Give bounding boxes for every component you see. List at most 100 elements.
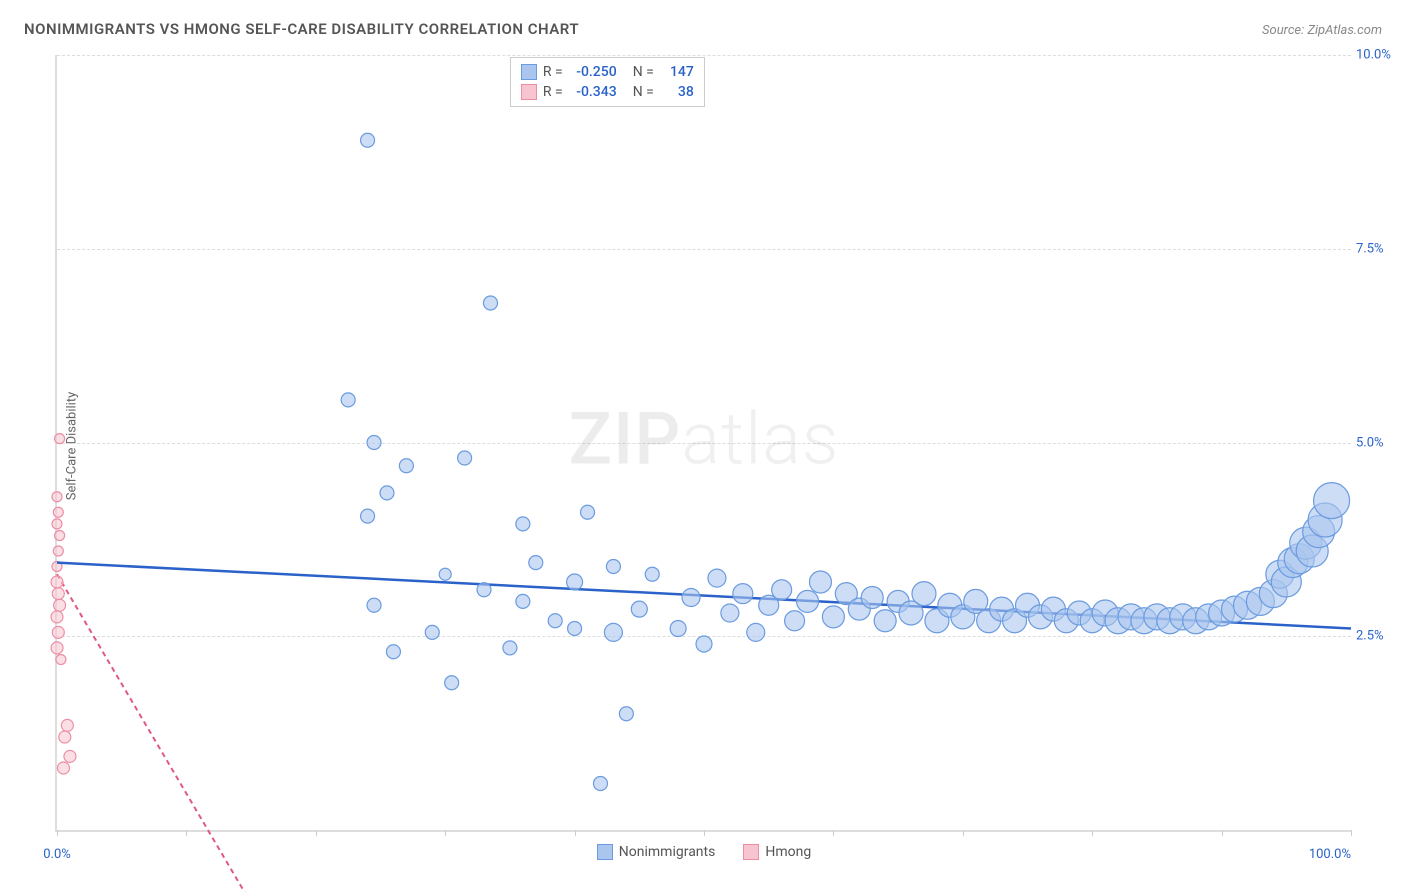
- x-tick: [1351, 830, 1352, 836]
- scatter-plot-svg: [57, 55, 1351, 830]
- x-tick: [833, 830, 834, 836]
- nonimmigrants-point: [445, 676, 459, 690]
- nonimmigrants-point: [458, 451, 472, 465]
- nonimmigrants-point: [341, 393, 355, 407]
- y-tick-label: 10.0%: [1356, 48, 1401, 63]
- nonimmigrants-point: [399, 459, 413, 473]
- nonimmigrants-point: [861, 587, 883, 609]
- nonimmigrants-point: [645, 567, 659, 581]
- hmong-point: [51, 611, 63, 623]
- nonimmigrants-point: [548, 614, 562, 628]
- legend-label: Hmong: [765, 844, 811, 860]
- nonimmigrants-point: [874, 610, 896, 632]
- x-tick: [316, 830, 317, 836]
- chart-title: NONIMMIGRANTS VS HMONG SELF-CARE DISABIL…: [24, 20, 579, 38]
- nonimmigrants-point: [809, 571, 831, 593]
- nonimmigrants-point: [696, 636, 712, 652]
- nonimmigrants-point: [483, 296, 497, 310]
- stats-row: R = -0.250 N = 147: [521, 62, 694, 82]
- hmong-point: [51, 642, 63, 654]
- source-credit: Source: ZipAtlas.com: [1262, 23, 1382, 38]
- y-tick-label: 7.5%: [1356, 241, 1401, 256]
- stats-r-value: -0.343: [569, 82, 617, 102]
- nonimmigrants-point: [619, 707, 633, 721]
- hmong-point: [52, 492, 62, 502]
- nonimmigrants-point: [670, 621, 686, 637]
- nonimmigrants-point: [721, 604, 739, 622]
- nonimmigrants-point: [606, 560, 620, 574]
- series-legend: Nonimmigrants Hmong: [57, 844, 1351, 860]
- hmong-point: [55, 531, 65, 541]
- stats-swatch: [521, 84, 537, 100]
- nonimmigrants-point: [386, 645, 400, 659]
- stats-r-value: -0.250: [569, 62, 617, 82]
- nonimmigrants-point: [822, 606, 844, 628]
- x-tick: [445, 830, 446, 836]
- hmong-point: [54, 599, 66, 611]
- nonimmigrants-point: [682, 589, 700, 607]
- hmong-point: [53, 507, 63, 517]
- correlation-stats-box: R = -0.250 N = 147 R = -0.343 N = 38: [510, 57, 705, 107]
- y-tick-label: 2.5%: [1356, 629, 1401, 644]
- nonimmigrants-point: [361, 133, 375, 147]
- nonimmigrants-point: [631, 601, 647, 617]
- nonimmigrants-point: [516, 594, 530, 608]
- stats-row: R = -0.343 N = 38: [521, 82, 694, 102]
- nonimmigrants-point: [425, 625, 439, 639]
- hmong-point: [55, 434, 65, 444]
- legend-item: Hmong: [743, 844, 811, 860]
- hmong-point: [56, 655, 66, 665]
- nonimmigrants-point: [503, 641, 517, 655]
- stats-r-label: R =: [543, 62, 563, 82]
- nonimmigrants-point: [593, 777, 607, 791]
- nonimmigrants-point: [1314, 483, 1350, 519]
- nonimmigrants-point: [785, 611, 805, 631]
- nonimmigrants-point: [604, 623, 622, 641]
- x-tick: [963, 830, 964, 836]
- chart-plot-area: 2.5%5.0%7.5%10.0% ZIPatlas R =-0.250N =1…: [55, 55, 1351, 832]
- x-tick: [1092, 830, 1093, 836]
- nonimmigrants-point: [367, 436, 381, 450]
- stats-n-label: N =: [633, 82, 654, 102]
- nonimmigrants-point: [361, 509, 375, 523]
- hmong-point: [64, 750, 76, 762]
- legend-item: Nonimmigrants: [597, 844, 716, 860]
- stats-n-label: N =: [633, 62, 654, 82]
- hmong-point: [52, 588, 64, 600]
- x-tick: [575, 830, 576, 836]
- x-tick: [57, 830, 58, 836]
- legend-label: Nonimmigrants: [619, 844, 716, 860]
- nonimmigrants-point: [772, 580, 792, 600]
- nonimmigrants-point: [380, 486, 394, 500]
- y-tick-label: 5.0%: [1356, 435, 1401, 450]
- nonimmigrants-point: [367, 598, 381, 612]
- hmong-point: [57, 762, 69, 774]
- nonimmigrants-point: [568, 622, 582, 636]
- stats-n-value: 38: [660, 82, 694, 102]
- legend-swatch: [597, 844, 613, 860]
- nonimmigrants-point: [747, 623, 765, 641]
- nonimmigrants-point: [581, 505, 595, 519]
- nonimmigrants-point: [733, 584, 753, 604]
- stats-swatch: [521, 64, 537, 80]
- nonimmigrants-point: [477, 583, 491, 597]
- hmong-point: [61, 719, 73, 731]
- nonimmigrants-point: [708, 569, 726, 587]
- hmong-point: [52, 519, 62, 529]
- nonimmigrants-point: [516, 517, 530, 531]
- nonimmigrants-point: [567, 574, 583, 590]
- hmong-point: [51, 576, 63, 588]
- legend-swatch: [743, 844, 759, 860]
- nonimmigrants-point: [439, 568, 451, 580]
- nonimmigrants-point: [912, 582, 936, 606]
- stats-r-label: R =: [543, 82, 563, 102]
- stats-n-value: 147: [660, 62, 694, 82]
- x-tick: [186, 830, 187, 836]
- hmong-point: [52, 626, 64, 638]
- nonimmigrants-point: [797, 590, 819, 612]
- x-tick: [1222, 830, 1223, 836]
- x-tick: [704, 830, 705, 836]
- hmong-point: [59, 731, 71, 743]
- hmong-point: [53, 546, 63, 556]
- nonimmigrants-point: [529, 556, 543, 570]
